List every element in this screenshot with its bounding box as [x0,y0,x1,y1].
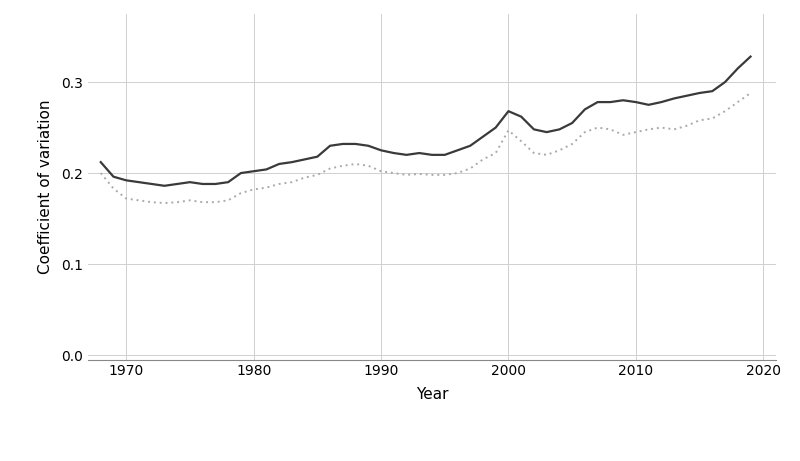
Y-axis label: Coefficient of variation: Coefficient of variation [38,100,53,274]
X-axis label: Year: Year [416,387,448,402]
